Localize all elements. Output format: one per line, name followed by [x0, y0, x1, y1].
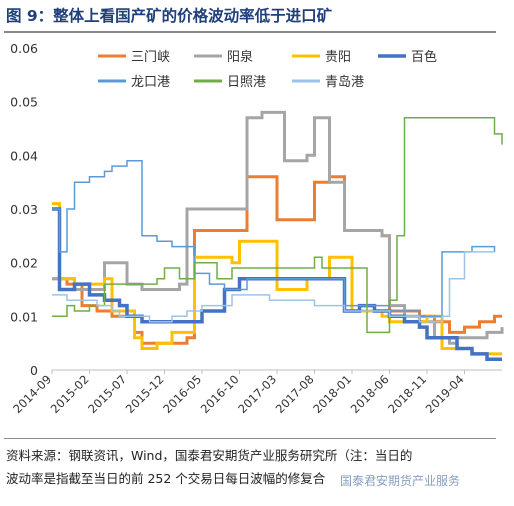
source-line-2: 波动率是指截至当日的前 252 个交易日每日波幅的修复合: [6, 471, 326, 486]
y-tick-label: 0.06: [10, 41, 38, 56]
x-tick-label: 2014-09: [10, 372, 54, 416]
source-note: 资料来源：钢联资讯，Wind，国泰君安期货产业服务研究所（注：当日的 波动率是指…: [6, 444, 506, 490]
legend-label: 阳泉: [227, 49, 253, 65]
legend-label: 三门峡: [131, 50, 170, 65]
series-line-7: [52, 251, 495, 323]
figure-title: 图 9：整体上看国产矿的价格波动率低于进口矿: [6, 7, 333, 25]
line-chart: 00.010.020.030.040.050.062014-092015-022…: [10, 41, 504, 416]
x-tick-label: 2015-02: [48, 372, 92, 416]
x-tick-label: 2016-05: [160, 372, 204, 416]
series-line-6: [52, 117, 503, 334]
y-tick-label: 0.05: [10, 95, 38, 110]
title-divider: [4, 31, 496, 33]
x-tick-label: 2018-06: [348, 372, 392, 416]
source-divider: [4, 438, 496, 439]
y-tick-label: 0: [30, 363, 38, 378]
legend-label: 龙口港: [131, 75, 170, 90]
x-tick-label: 2018-01: [310, 372, 354, 416]
legend-label: 日照港: [227, 75, 266, 90]
y-tick-label: 0.03: [10, 202, 38, 217]
x-tick-label: 2017-03: [235, 372, 279, 416]
x-tick-label: 2019-04: [423, 372, 467, 416]
x-tick-label: 2015-07: [85, 372, 129, 416]
series-line-2: [52, 110, 504, 345]
x-tick-label: 2017-08: [273, 372, 317, 416]
y-tick-label: 0.04: [10, 148, 38, 163]
series-line-5: [52, 159, 496, 318]
x-tick-label: 2016-10: [198, 372, 242, 416]
legend-label: 青岛港: [325, 74, 364, 90]
watermark-text: 国泰君安期货产业服务: [340, 474, 461, 488]
y-tick-label: 0.01: [10, 309, 38, 324]
source-line-1: 资料来源：钢联资讯，Wind，国泰君安期货产业服务研究所（注：当日的: [6, 448, 413, 463]
x-tick-label: 2015-12: [123, 372, 167, 416]
legend-label: 百色: [411, 49, 437, 65]
x-tick-label: 2018-11: [385, 372, 429, 416]
y-tick-label: 0.02: [10, 256, 38, 271]
legend-label: 贵阳: [325, 50, 351, 65]
